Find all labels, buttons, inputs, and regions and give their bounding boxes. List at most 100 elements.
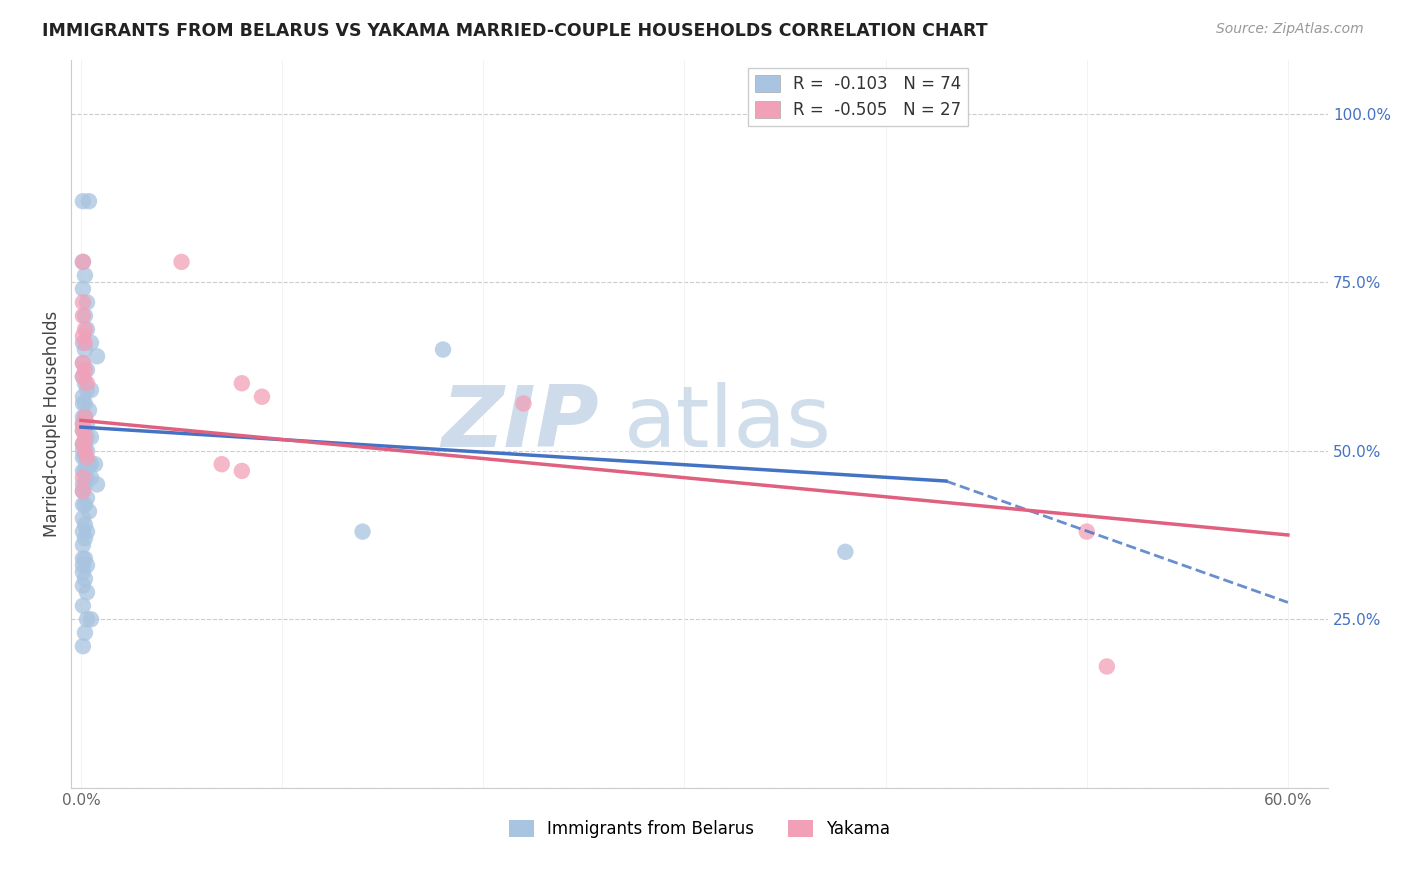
Point [73,430,96,444]
Point [86,477,108,491]
Point [72,424,94,438]
Point [72,329,94,343]
Point [76,322,98,336]
Point [76,383,98,397]
Point [72,498,94,512]
Text: Source: ZipAtlas.com: Source: ZipAtlas.com [1216,22,1364,37]
Point [352,524,374,539]
Point [77,457,100,471]
Point [250,390,273,404]
Point [432,343,454,357]
Point [211,457,233,471]
Point [72,369,94,384]
Point [72,417,94,431]
Point [72,484,94,499]
Legend: Immigrants from Belarus, Yakama: Immigrants from Belarus, Yakama [502,814,897,845]
Point [73,551,96,566]
Point [72,443,94,458]
Point [72,309,94,323]
Point [73,450,96,465]
Point [72,639,94,653]
Point [80,457,103,471]
Point [80,612,103,626]
Point [86,349,108,363]
Point [76,524,98,539]
Point [76,585,98,599]
Point [72,578,94,592]
Point [76,417,98,431]
Point [72,356,94,370]
Point [73,309,96,323]
Point [73,322,96,336]
Point [72,194,94,209]
Point [73,572,96,586]
Point [72,551,94,566]
Point [72,511,94,525]
Point [73,376,96,391]
Point [72,464,94,478]
Point [73,625,96,640]
Point [73,409,96,424]
Point [76,612,98,626]
Point [76,376,98,391]
Point [76,491,98,505]
Point [80,430,103,444]
Point [72,282,94,296]
Point [73,443,96,458]
Point [72,470,94,484]
Point [76,430,98,444]
Point [72,524,94,539]
Point [73,363,96,377]
Point [1076,524,1098,539]
Point [76,295,98,310]
Point [72,437,94,451]
Point [72,417,94,431]
Point [72,599,94,613]
Point [77,504,100,518]
Point [73,409,96,424]
Point [77,194,100,209]
Point [72,437,94,451]
Point [231,376,253,391]
Point [80,383,103,397]
Point [76,457,98,471]
Point [72,255,94,269]
Point [76,450,98,465]
Point [73,464,96,478]
Text: IMMIGRANTS FROM BELARUS VS YAKAMA MARRIED-COUPLE HOUSEHOLDS CORRELATION CHART: IMMIGRANTS FROM BELARUS VS YAKAMA MARRIE… [42,22,988,40]
Point [72,356,94,370]
Text: ZIP: ZIP [441,382,599,466]
Point [73,532,96,546]
Point [72,369,94,384]
Point [73,396,96,410]
Point [73,268,96,283]
Point [512,396,534,410]
Point [72,335,94,350]
Point [72,255,94,269]
Point [80,335,103,350]
Point [73,335,96,350]
Point [72,409,94,424]
Point [231,464,253,478]
Point [73,437,96,451]
Point [73,343,96,357]
Point [72,538,94,552]
Point [72,484,94,499]
Point [72,477,94,491]
Point [834,545,856,559]
Point [76,558,98,573]
Point [73,424,96,438]
Point [72,295,94,310]
Point [170,255,193,269]
Point [77,403,100,417]
Point [72,450,94,465]
Point [80,470,103,484]
Point [72,565,94,579]
Point [1095,659,1118,673]
Point [72,396,94,410]
Point [76,363,98,377]
Point [73,517,96,532]
Point [73,498,96,512]
Point [76,443,98,458]
Point [76,470,98,484]
